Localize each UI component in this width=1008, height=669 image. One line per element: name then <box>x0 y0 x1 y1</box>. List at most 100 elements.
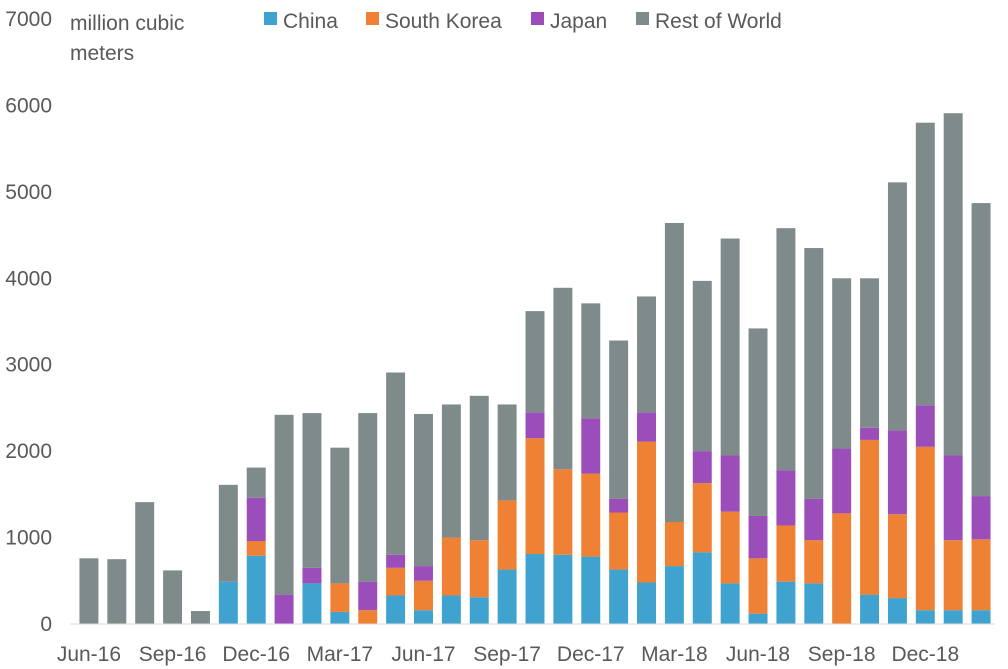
bar-segment-china <box>637 582 656 624</box>
y-tick-label: 6000 <box>5 94 52 117</box>
bar-segment-south-korea <box>330 583 350 612</box>
bar-segment-china <box>748 613 768 624</box>
x-tick-label: Mar-18 <box>641 643 708 666</box>
bar-segment-south-korea <box>441 537 461 596</box>
bar-segment-japan <box>915 405 935 447</box>
bar-segment-rest-of-world <box>692 280 712 452</box>
bar-segment-rest-of-world <box>135 502 155 624</box>
bar-segment-japan <box>386 554 406 568</box>
bar-segment-south-korea <box>414 580 433 611</box>
legend-label-rest-of-world: Rest of World <box>655 10 782 33</box>
bar-segment-south-korea <box>358 610 378 624</box>
bar-segment-china <box>720 583 740 624</box>
bar-segment-south-korea <box>664 522 684 567</box>
legend-swatch-south-korea <box>366 12 379 25</box>
bar-segment-rest-of-world <box>637 296 656 413</box>
bar-segment-china <box>581 556 601 624</box>
bar-segment-china <box>386 595 406 624</box>
bar-segment-china <box>776 581 796 624</box>
bar-segment-south-korea <box>776 525 796 582</box>
y-tick-label: 7000 <box>5 8 52 31</box>
bar-segment-rest-of-world <box>609 340 629 499</box>
bar-segment-japan <box>971 496 991 540</box>
y-tick-label: 3000 <box>5 354 52 377</box>
bar-segment-japan <box>832 448 852 514</box>
bar-segment-japan <box>860 427 880 440</box>
legend-swatch-japan <box>531 12 544 25</box>
bar-segment-japan <box>358 581 378 611</box>
bar-segment-japan <box>525 412 545 439</box>
x-axis-ticks: Jun-16 Sep-16 Dec-16 Mar-17 Jun-17 Sep-17 Dec-… <box>57 643 959 666</box>
bar-segment-japan <box>581 418 601 474</box>
bar-segment-rest-of-world <box>358 413 378 582</box>
y-tick-label: 4000 <box>5 267 52 290</box>
x-tick-label: Jun-18 <box>726 643 790 666</box>
bar-segment-china <box>469 597 489 624</box>
y-tick-label: 5000 <box>5 181 52 204</box>
bar-segment-china <box>609 569 629 624</box>
x-tick-label: Dec-16 <box>222 643 290 666</box>
bar-segment-rest-of-world <box>190 611 210 624</box>
bar-segment-rest-of-world <box>553 287 573 470</box>
bar-segment-japan <box>414 566 433 581</box>
bar-segment-china <box>692 552 712 624</box>
legend-label-japan: Japan <box>550 10 607 33</box>
bar-segment-china <box>246 555 266 624</box>
bar-segment-rest-of-world <box>79 558 99 624</box>
bar-segment-south-korea <box>386 567 406 596</box>
bar-segment-china <box>943 610 963 624</box>
bar-segment-rest-of-world <box>581 303 601 419</box>
bar-segment-china <box>525 553 545 624</box>
bar-segment-rest-of-world <box>414 413 433 567</box>
bar-segment-china <box>887 598 907 624</box>
bar-segment-japan <box>804 498 824 541</box>
y-tick-label: 0 <box>40 613 52 636</box>
bar-segment-china <box>915 610 935 624</box>
bar-segment-south-korea <box>887 514 907 599</box>
bar-segment-south-korea <box>497 500 517 570</box>
bar-segment-japan <box>776 470 796 526</box>
x-tick-label: Mar-17 <box>307 643 374 666</box>
bar-segment-japan <box>943 455 963 541</box>
bar-segment-rest-of-world <box>748 328 768 516</box>
bar-segment-rest-of-world <box>441 404 461 538</box>
unit-label: million cubic meters <box>70 12 184 65</box>
bar-segment-rest-of-world <box>246 467 266 498</box>
bar-segment-rest-of-world <box>943 113 963 456</box>
bar-segment-china <box>860 594 880 624</box>
bar-segment-south-korea <box>832 513 852 624</box>
bar-segment-south-korea <box>609 512 629 570</box>
bar-segment-japan <box>274 594 294 624</box>
bar-segment-rest-of-world <box>274 414 294 595</box>
bar-segment-japan <box>609 498 629 513</box>
x-tick-label: Jun-16 <box>57 643 121 666</box>
bar-segment-rest-of-world <box>971 203 991 497</box>
legend-swatch-china <box>264 12 277 25</box>
bar-segment-rest-of-world <box>218 484 238 582</box>
bar-segment-rest-of-world <box>832 278 852 449</box>
bar-segment-south-korea <box>748 558 768 614</box>
bar-segment-rest-of-world <box>776 228 796 471</box>
bar-segment-japan <box>748 515 768 559</box>
bar-segment-japan <box>637 412 656 442</box>
bar-segment-rest-of-world <box>469 395 489 541</box>
x-tick-label: Sep-16 <box>139 643 207 666</box>
bar-segment-japan <box>246 497 266 542</box>
bar-segment-rest-of-world <box>107 559 127 624</box>
bar-segment-south-korea <box>804 540 824 584</box>
bar-segment-rest-of-world <box>915 122 935 406</box>
bar-segment-rest-of-world <box>163 570 183 624</box>
bar-segment-china <box>664 566 684 624</box>
bar-segment-rest-of-world <box>664 222 684 523</box>
bar-segment-rest-of-world <box>525 311 545 413</box>
bar-segment-rest-of-world <box>887 182 907 431</box>
bar-segment-china <box>497 569 517 624</box>
bar-segment-south-korea <box>553 469 573 555</box>
unit-label-line-1: million cubic <box>70 12 184 35</box>
y-tick-label: 1000 <box>5 527 52 550</box>
bar-segment-rest-of-world <box>330 447 350 584</box>
y-axis-ticks: 0 1000 2000 3000 4000 5000 6000 7000 <box>5 8 52 636</box>
legend: China South Korea Japan Rest of World <box>264 10 782 33</box>
bar-segment-south-korea <box>469 540 489 598</box>
